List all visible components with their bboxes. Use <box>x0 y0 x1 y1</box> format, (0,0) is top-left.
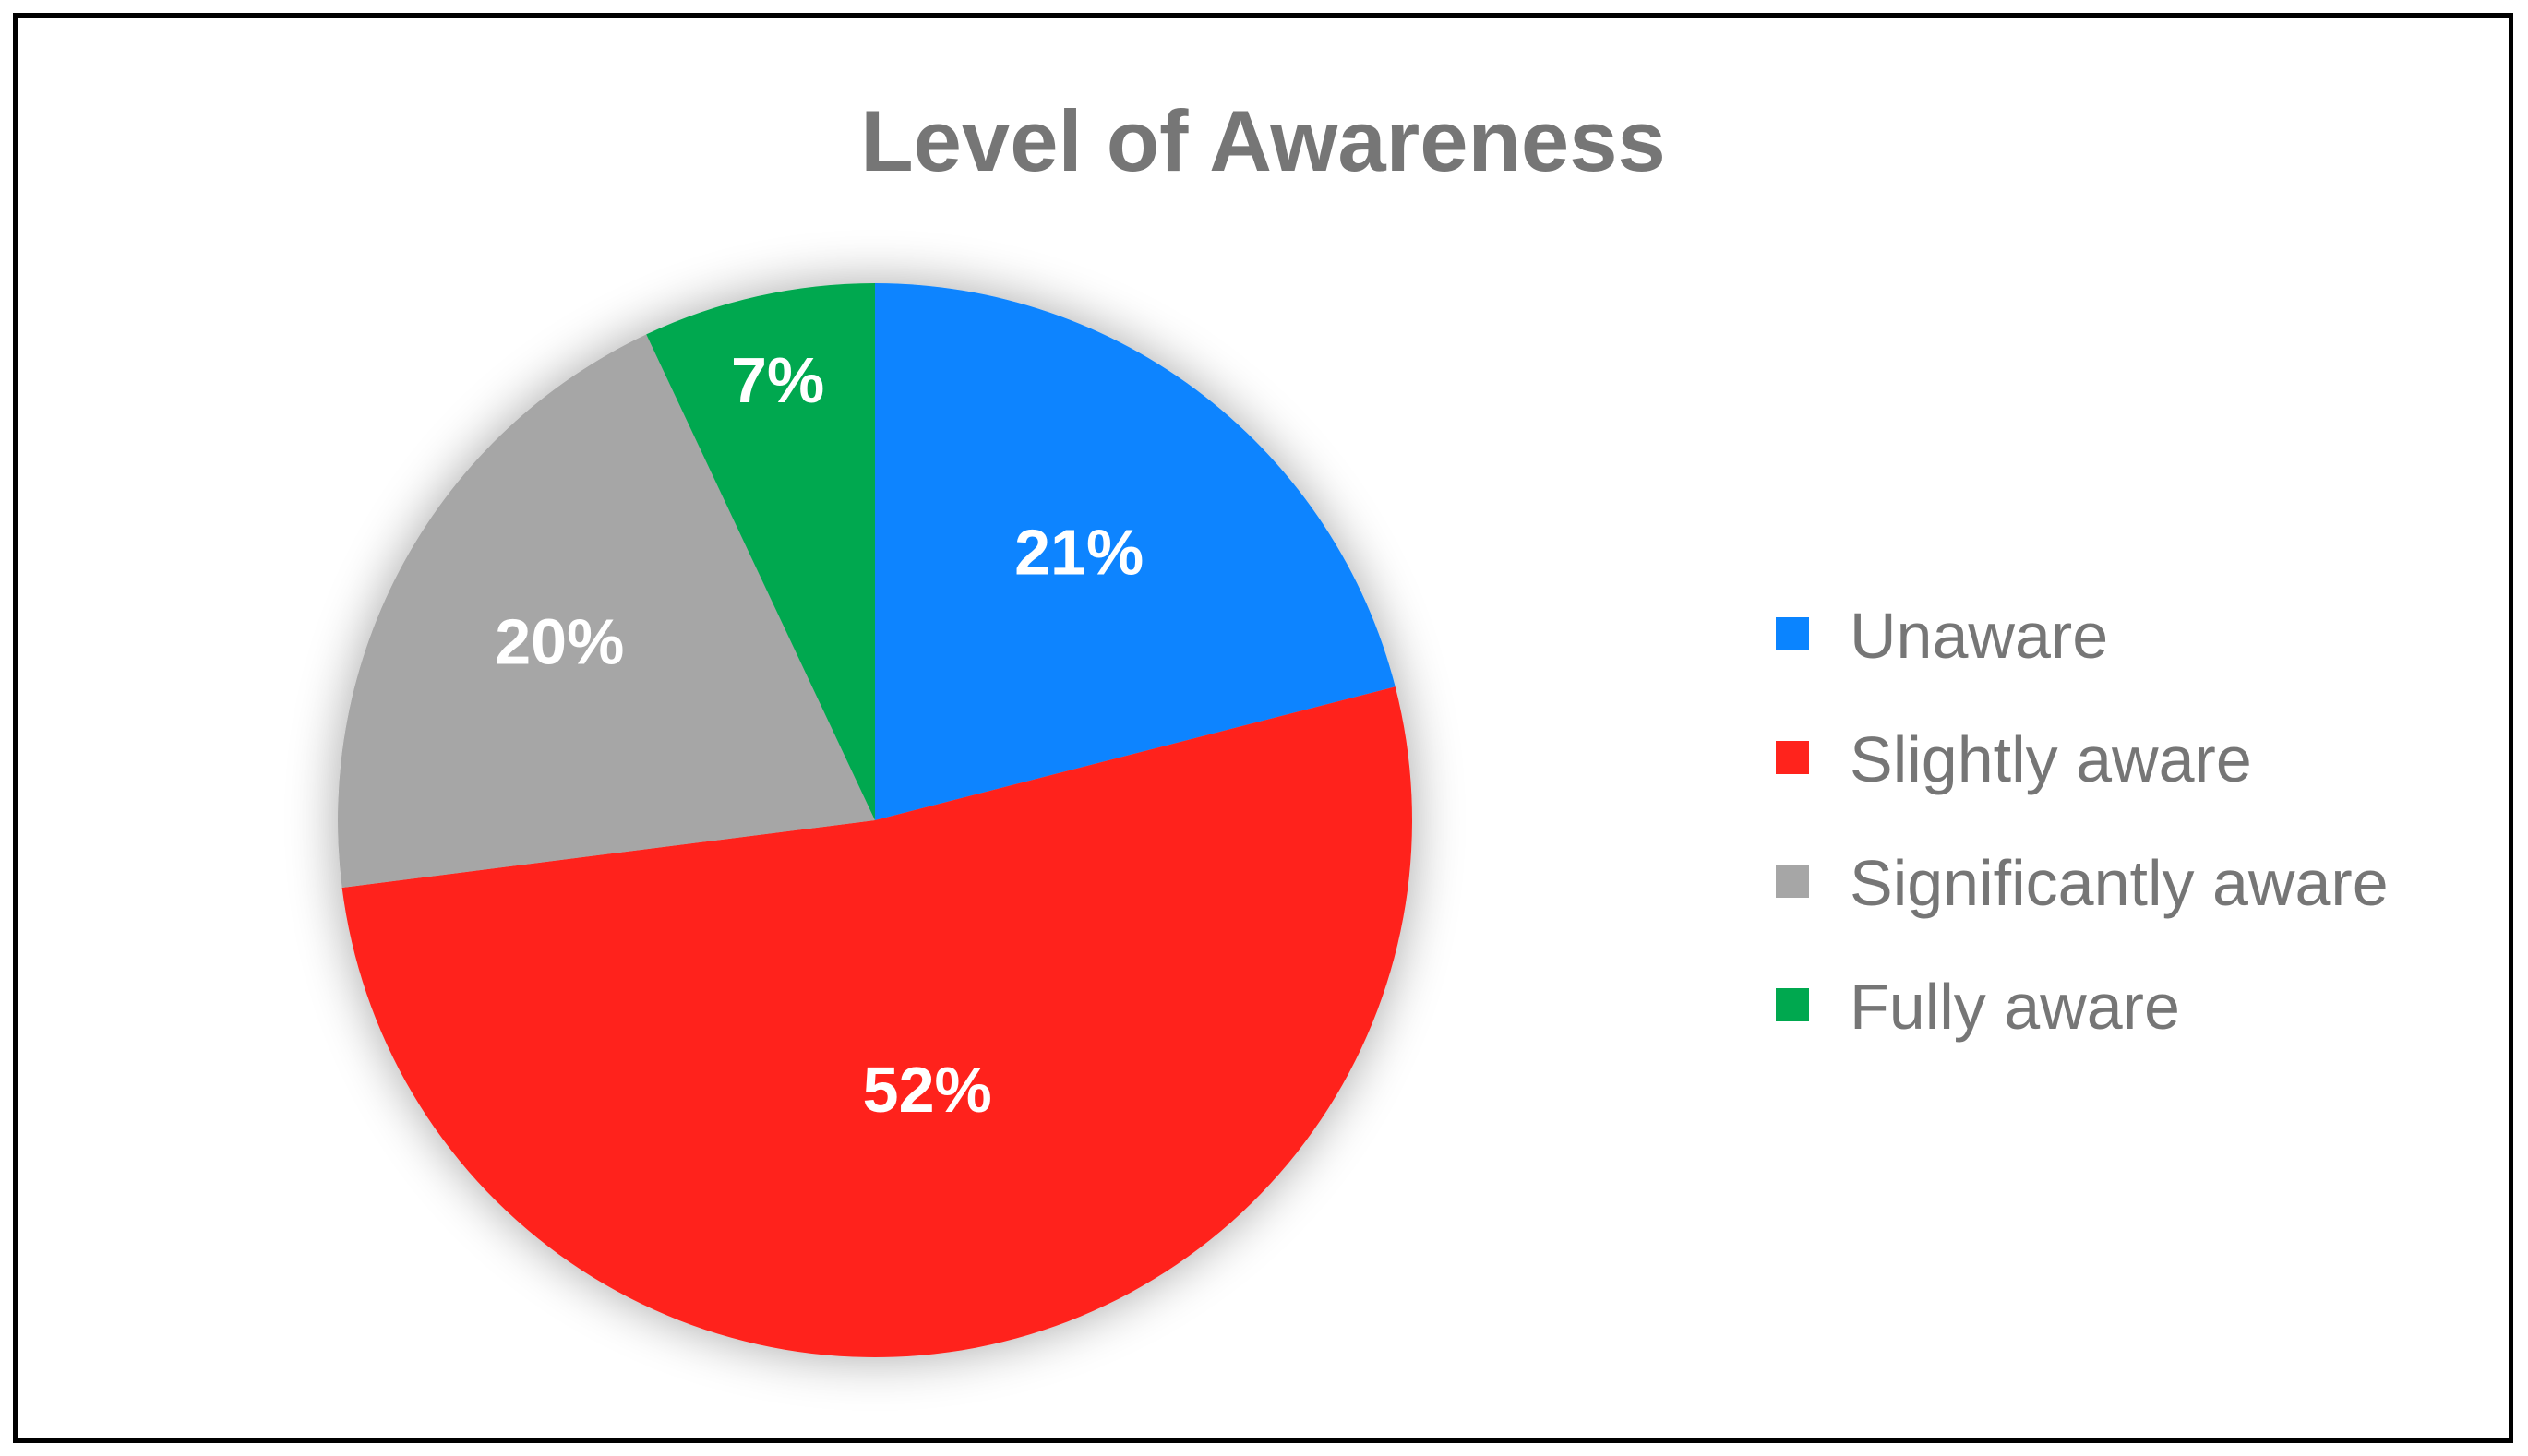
legend-label: Unaware <box>1850 600 2109 672</box>
slice-label-unaware: 21% <box>1014 516 1144 588</box>
chart-frame: Level of Awareness 21% 52% 20% 7% Unaware Sl… <box>13 13 2513 1443</box>
legend-swatch <box>1776 988 1809 1021</box>
legend-swatch <box>1776 741 1809 774</box>
pie-slice-fully-aware <box>646 283 875 820</box>
slice-label-slightly-aware: 52% <box>863 1054 992 1126</box>
legend-label: Slightly aware <box>1850 723 2252 795</box>
legend-swatch <box>1776 617 1809 650</box>
slice-label-significantly-aware: 20% <box>495 606 624 678</box>
chart-title: Level of Awareness <box>860 92 1666 189</box>
legend-label: Fully aware <box>1850 971 2180 1043</box>
pie-chart: 21% 52% 20% 7% <box>338 283 1412 1357</box>
pie-slice-slightly-aware <box>341 686 1412 1357</box>
slice-label-fully-aware: 7% <box>731 344 824 416</box>
legend-label: Significantly aware <box>1850 847 2389 919</box>
legend-swatch <box>1776 865 1809 898</box>
pie-slice-unaware <box>875 283 1396 820</box>
pie-slice-significantly-aware <box>338 334 875 888</box>
